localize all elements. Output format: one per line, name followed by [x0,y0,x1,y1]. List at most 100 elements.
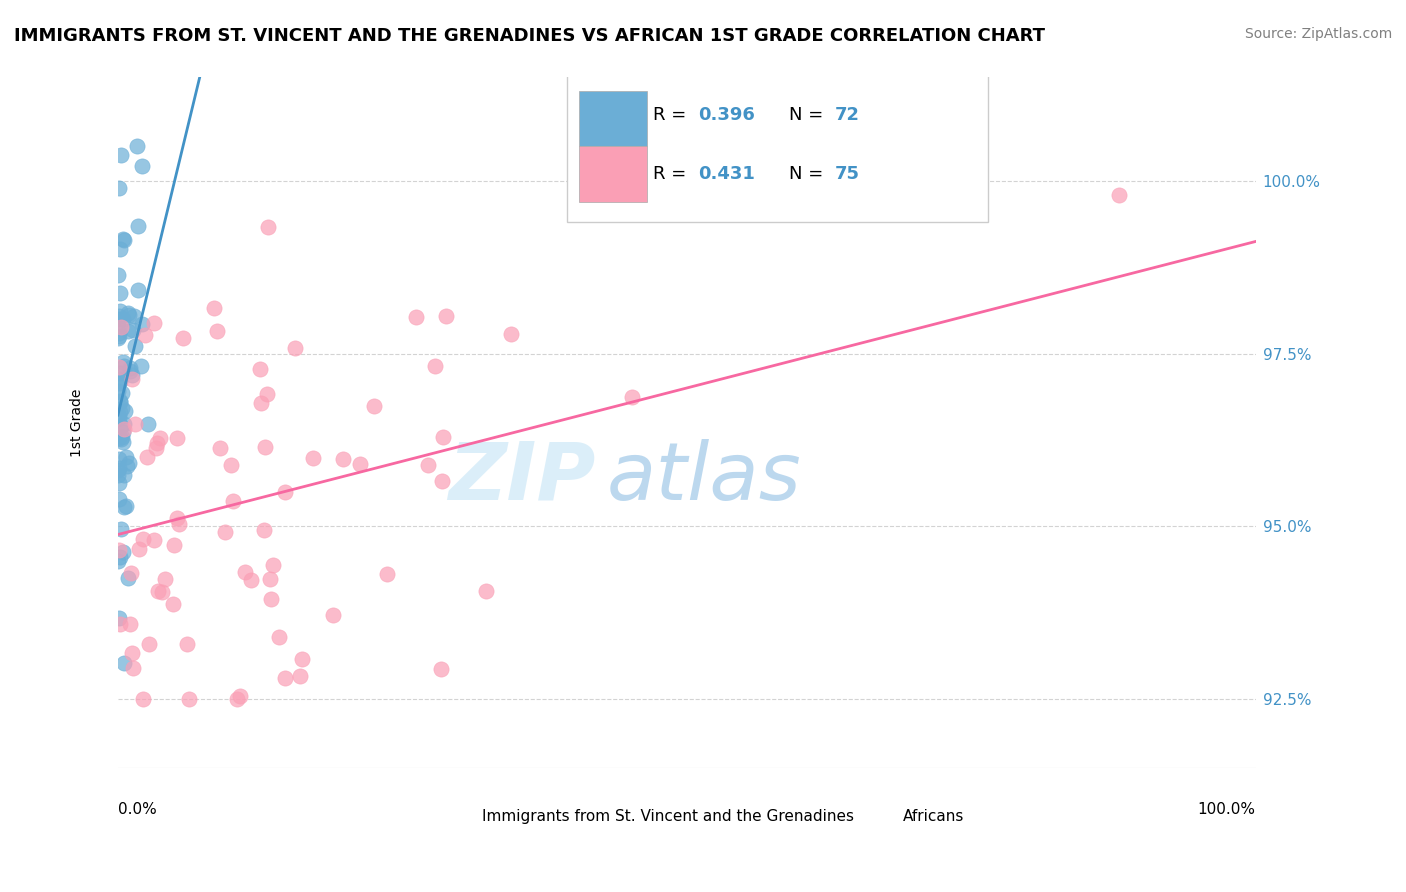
Point [226,691,249,706]
Point [132,691,155,706]
Point [214,524,236,539]
FancyBboxPatch shape [568,70,988,222]
Point [110,393,132,408]
Point [128,542,150,557]
Point [290,668,312,682]
Point [207,325,229,339]
Point [349,457,371,471]
Point [132,532,155,546]
Point [432,430,454,444]
Point [108,405,131,419]
Point [108,411,131,425]
Point [136,450,159,464]
Point [162,597,184,611]
Point [222,493,245,508]
Point [125,139,148,153]
Text: 100.0%: 100.0% [1198,803,1256,817]
Point [108,328,131,343]
Text: 75: 75 [835,165,859,183]
Point [108,491,131,506]
Point [107,408,129,422]
Text: R =: R = [652,106,692,124]
Point [150,584,173,599]
Point [107,611,129,625]
Point [260,591,283,606]
Point [219,458,242,472]
Point [107,384,129,398]
Point [167,516,190,531]
Point [108,303,131,318]
Point [107,312,129,326]
Point [120,364,142,378]
Point [112,500,135,514]
Point [110,549,132,564]
Point [127,219,149,234]
Point [122,661,145,675]
Point [108,181,131,195]
Point [138,637,160,651]
Text: ZIP: ZIP [449,439,596,516]
Point [112,422,135,436]
Point [434,309,457,323]
Point [117,324,139,338]
Point [108,431,131,445]
FancyBboxPatch shape [858,796,897,837]
Point [107,318,129,333]
Point [110,147,132,161]
Point [107,331,129,345]
Point [108,475,131,490]
Point [121,646,143,660]
Point [112,233,135,247]
Point [111,544,134,558]
Point [134,328,156,343]
Point [111,355,134,369]
Point [302,451,325,466]
Point [1108,187,1130,202]
Point [274,484,297,499]
Point [418,458,440,472]
Point [208,441,231,455]
Text: Immigrants from St. Vincent and the Grenadines: Immigrants from St. Vincent and the Gren… [482,809,853,823]
Point [118,360,141,375]
Point [145,442,167,456]
Point [430,662,453,676]
Point [108,326,131,340]
Point [122,323,145,337]
Point [115,499,138,513]
FancyBboxPatch shape [436,796,477,837]
Point [108,461,131,475]
Point [120,617,142,632]
Point [405,310,427,324]
Point [107,467,129,482]
Point [172,331,194,345]
Point [149,431,172,445]
Point [110,366,132,380]
Text: 0.396: 0.396 [699,106,755,124]
Text: 72: 72 [835,106,859,124]
Point [256,387,278,401]
Point [121,368,143,383]
Text: N =: N = [789,106,830,124]
Point [108,376,131,390]
FancyBboxPatch shape [579,146,647,202]
Point [110,419,132,434]
Point [124,309,146,323]
Text: Africans: Africans [903,809,965,823]
Point [108,452,131,467]
Point [129,359,152,373]
Point [176,637,198,651]
Text: atlas: atlas [607,439,801,516]
Point [363,400,385,414]
Point [131,159,153,173]
Point [267,630,290,644]
Point [239,573,262,587]
Point [202,301,225,316]
Point [112,311,135,326]
Point [108,371,131,385]
Point [249,396,271,410]
Point [177,691,200,706]
Point [249,362,271,376]
Point [107,359,129,374]
Point [111,430,134,444]
Point [229,689,252,703]
